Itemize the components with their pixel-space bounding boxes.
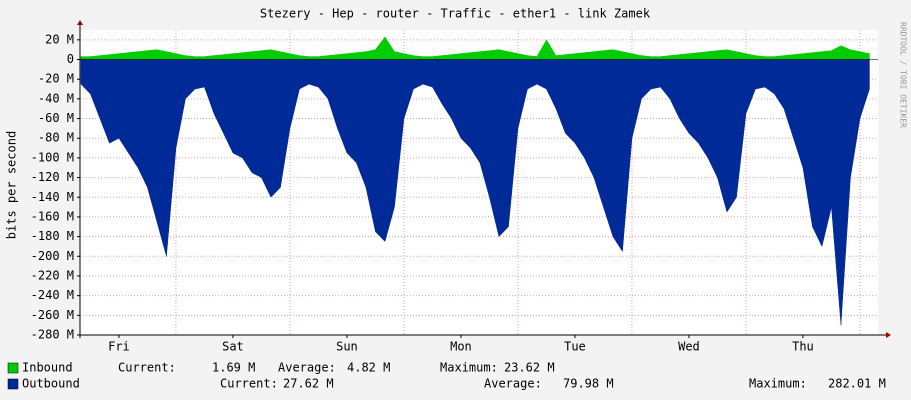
y-tick-label: -160 M [31,209,74,223]
y-axis-label: bits per second [5,131,19,239]
y-tick-label: -80 M [38,131,74,145]
legend-stat-label: Maximum: [749,377,807,391]
legend-stat-value: 1.69 M [212,361,255,375]
y-tick-label: -60 M [38,111,74,125]
legend-stat-value: 23.62 M [504,361,555,375]
legend-stat-label: Average: [278,361,336,375]
legend-stat-label: Current: [220,377,278,391]
y-tick-label: -120 M [31,170,74,184]
x-tick-label: Tue [564,340,586,354]
x-tick-label: Sat [222,340,244,354]
legend-stat-value: 79.98 M [563,377,614,391]
legend-stat-value: 27.62 M [283,377,334,391]
y-tick-label: -20 M [38,72,74,86]
legend-stat-value: 4.82 M [347,361,390,375]
x-tick-label: Fri [108,340,130,354]
y-arrow [77,20,83,25]
y-tick-label: -140 M [31,190,74,204]
x-tick-label: Mon [450,340,472,354]
legend-stat-label: Average: [484,377,542,391]
y-tick-label: 20 M [45,32,74,46]
watermark: RRDTOOL / TOBI OETIKER [899,22,908,128]
y-tick-label: -220 M [31,268,74,282]
legend-swatch [7,378,19,390]
y-tick-label: 0 [67,52,74,66]
area [80,36,870,60]
axes [77,20,891,338]
y-tick-label: -40 M [38,91,74,105]
y-tick-label: -240 M [31,288,74,302]
x-tick-label: Sun [336,340,358,354]
legend-label: Inbound [22,361,73,375]
legend-swatch [7,362,19,374]
y-tick-label: -280 M [31,328,74,342]
y-tick-label: -260 M [31,308,74,322]
area [80,59,870,326]
legend-stat-label: Maximum: [440,361,498,375]
legend: Inbound Current: 1.69 M Average: 4.82 M Maxim… [7,361,886,391]
x-arrow [886,332,891,338]
areas [80,36,878,326]
legend-stat-label: Current: [118,361,176,375]
y-tick-label: -180 M [31,229,74,243]
legend-stat-value: 282.01 M [828,377,886,391]
y-tick-label: -100 M [31,150,74,164]
chart-title: Stezery - Hep - router - Traffic - ether… [260,7,651,21]
y-tick-label: -200 M [31,249,74,263]
x-tick-label: Wed [678,340,700,354]
x-tick-label: Thu [792,340,814,354]
legend-label: Outbound [22,377,80,391]
